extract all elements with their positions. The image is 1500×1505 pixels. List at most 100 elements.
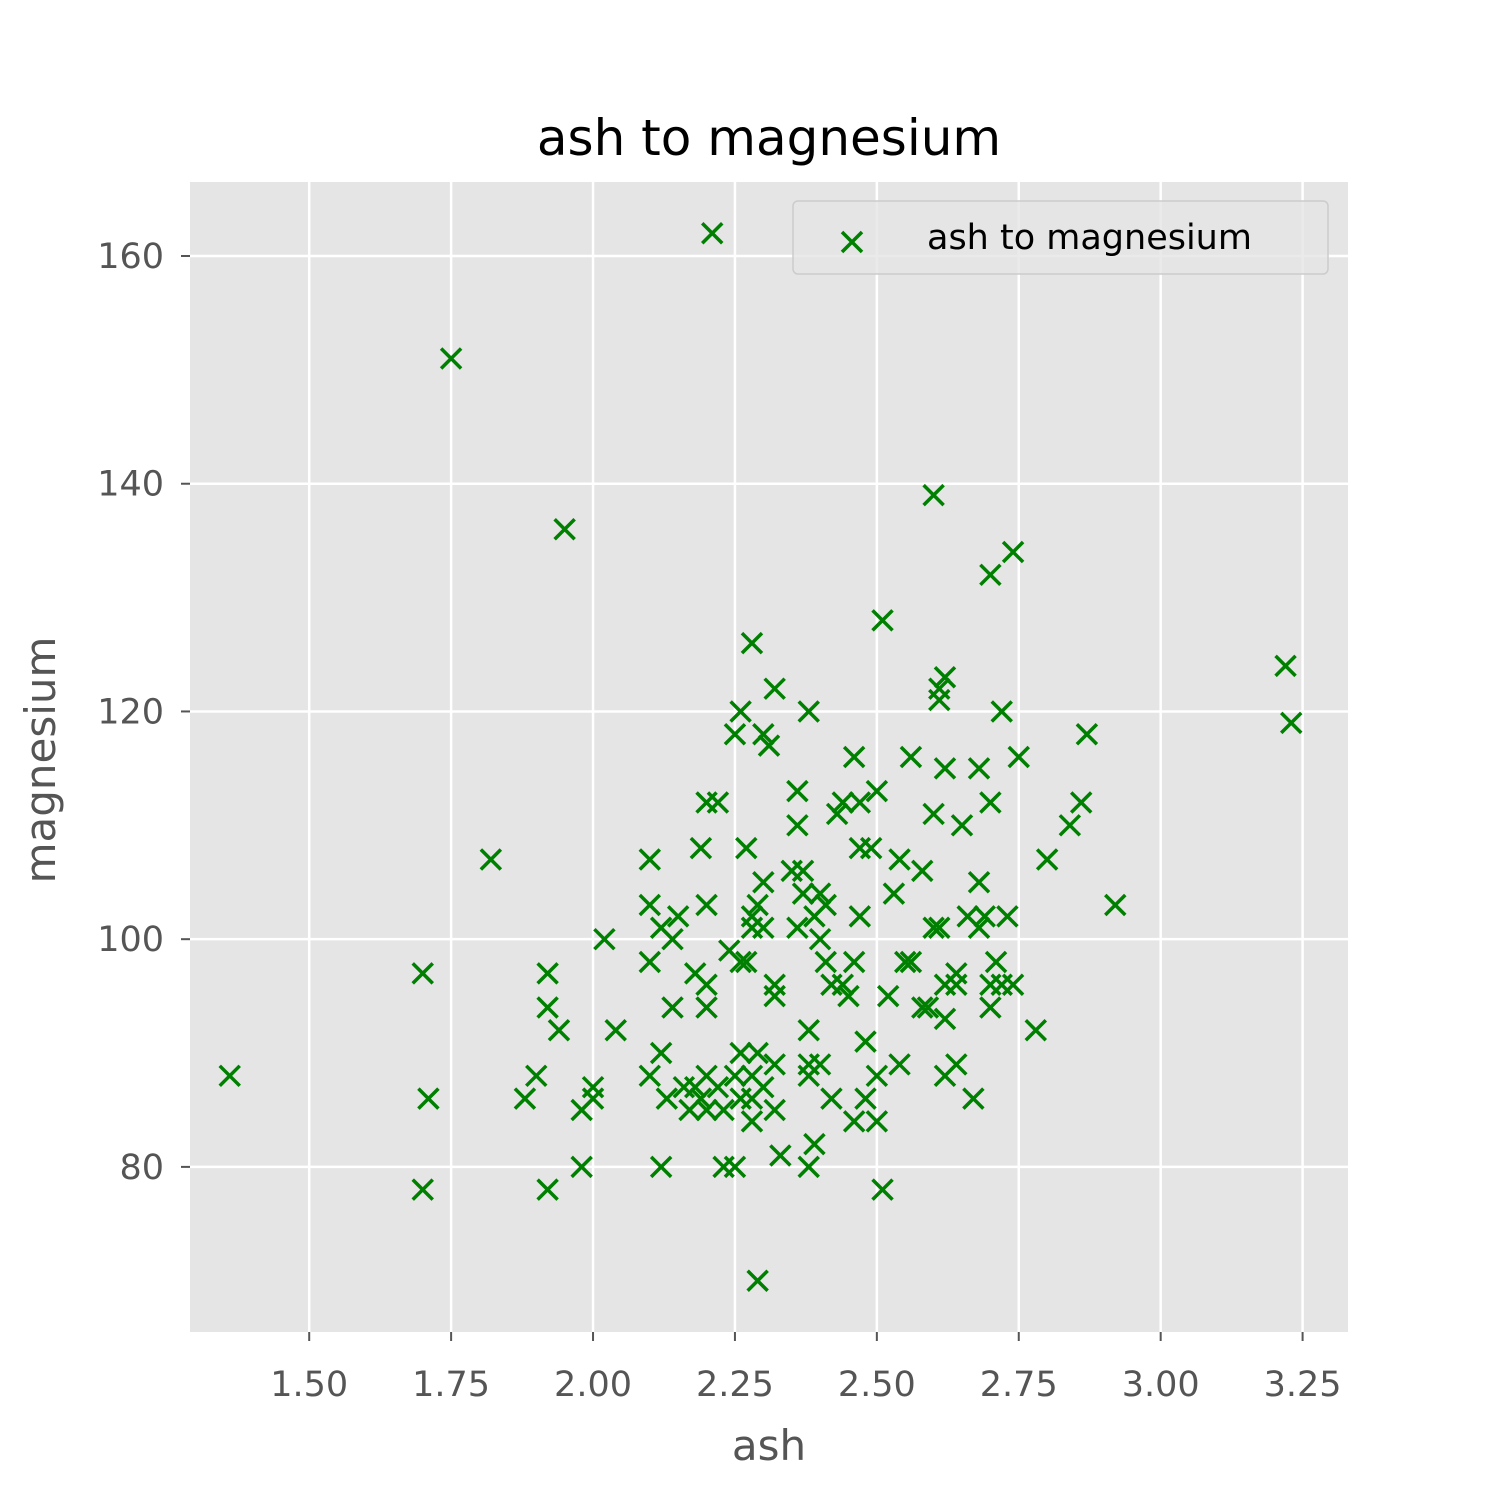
data-point	[933, 757, 957, 780]
data-point	[922, 483, 945, 507]
data-point	[695, 996, 718, 1019]
data-point	[842, 1110, 866, 1133]
data-point	[859, 836, 883, 860]
data-point	[757, 734, 781, 757]
data-point	[712, 1098, 735, 1122]
data-point	[649, 1041, 673, 1065]
data-point	[967, 757, 991, 780]
data-point	[820, 1087, 843, 1110]
data-point	[649, 1155, 673, 1179]
data-point	[752, 1075, 775, 1099]
data-point	[791, 882, 815, 905]
data-point	[945, 973, 968, 996]
data-point	[735, 836, 758, 860]
data-point	[689, 836, 713, 860]
data-point	[729, 700, 752, 723]
data-point	[752, 722, 775, 746]
data-point	[911, 996, 934, 1019]
data-point	[837, 984, 860, 1008]
data-point	[928, 677, 951, 700]
data-point	[689, 1087, 713, 1110]
data-point	[1075, 722, 1099, 746]
data-point	[1035, 848, 1059, 871]
data-point	[706, 791, 730, 814]
data-point	[740, 1110, 764, 1133]
data-point	[928, 916, 951, 940]
data-point	[848, 905, 872, 928]
y-tick-label: 140	[97, 465, 164, 505]
data-point	[814, 893, 838, 917]
data-point	[536, 996, 559, 1019]
data-point	[791, 859, 815, 883]
data-point	[729, 1041, 752, 1065]
data-point	[700, 222, 724, 245]
data-point	[638, 893, 662, 917]
x-tick-label: 1.75	[412, 1365, 490, 1405]
data-point	[882, 882, 906, 905]
data-point	[723, 722, 747, 746]
data-point	[513, 1087, 537, 1110]
data-point	[888, 848, 911, 871]
data-point	[842, 745, 866, 769]
y-tick-label: 80	[119, 1148, 164, 1188]
data-point	[695, 973, 718, 996]
data-point	[797, 1019, 820, 1042]
data-point	[479, 848, 503, 871]
data-point	[763, 677, 786, 700]
data-point	[973, 905, 996, 928]
data-point	[786, 814, 809, 837]
data-point	[967, 871, 991, 894]
data-point	[854, 1087, 877, 1110]
data-point	[763, 1053, 786, 1076]
data-point	[984, 950, 1008, 974]
data-point	[888, 1053, 911, 1076]
data-point	[525, 1064, 548, 1088]
legend-marker-glyph	[840, 230, 864, 254]
data-point	[746, 1041, 769, 1065]
data-point	[763, 1098, 786, 1122]
data-point	[871, 1178, 894, 1201]
data-point	[661, 996, 684, 1019]
data-point	[933, 666, 957, 689]
data-point	[865, 1110, 889, 1133]
data-point	[854, 1030, 877, 1053]
data-point	[933, 1007, 957, 1031]
data-point	[695, 1098, 718, 1122]
data-point	[746, 893, 769, 917]
data-point	[911, 859, 934, 883]
data-point	[411, 1178, 434, 1201]
data-point	[1001, 973, 1025, 996]
legend-marker-x	[840, 230, 864, 254]
x-tick-label: 2.00	[554, 1365, 632, 1405]
x-tick-label: 3.00	[1122, 1365, 1200, 1405]
data-point	[536, 962, 559, 985]
data-point	[979, 791, 1002, 814]
legend-box	[792, 200, 1329, 275]
data-point	[865, 1064, 889, 1088]
data-point	[1069, 791, 1093, 814]
y-tick-label: 120	[97, 692, 164, 732]
data-point	[1058, 814, 1082, 837]
data-point	[967, 916, 991, 940]
data-point	[893, 950, 917, 974]
data-points	[218, 222, 1303, 1292]
data-point	[604, 1019, 627, 1042]
data-point	[1024, 1019, 1048, 1042]
data-point	[1279, 711, 1303, 735]
data-point	[945, 1053, 968, 1076]
data-point	[723, 1155, 747, 1179]
data-point	[1274, 654, 1297, 678]
data-point	[871, 609, 894, 632]
x-axis-label: ash	[732, 1421, 806, 1470]
data-point	[797, 1155, 820, 1179]
data-point	[831, 791, 855, 814]
data-point	[638, 950, 662, 974]
data-point	[825, 802, 849, 826]
data-point	[876, 984, 900, 1008]
data-point	[729, 950, 752, 974]
data-point	[899, 950, 923, 974]
x-tick-label: 2.75	[980, 1365, 1058, 1405]
data-point	[865, 779, 889, 803]
data-point	[842, 950, 866, 974]
legend-entry-label: ash to magnesium	[927, 218, 1252, 258]
